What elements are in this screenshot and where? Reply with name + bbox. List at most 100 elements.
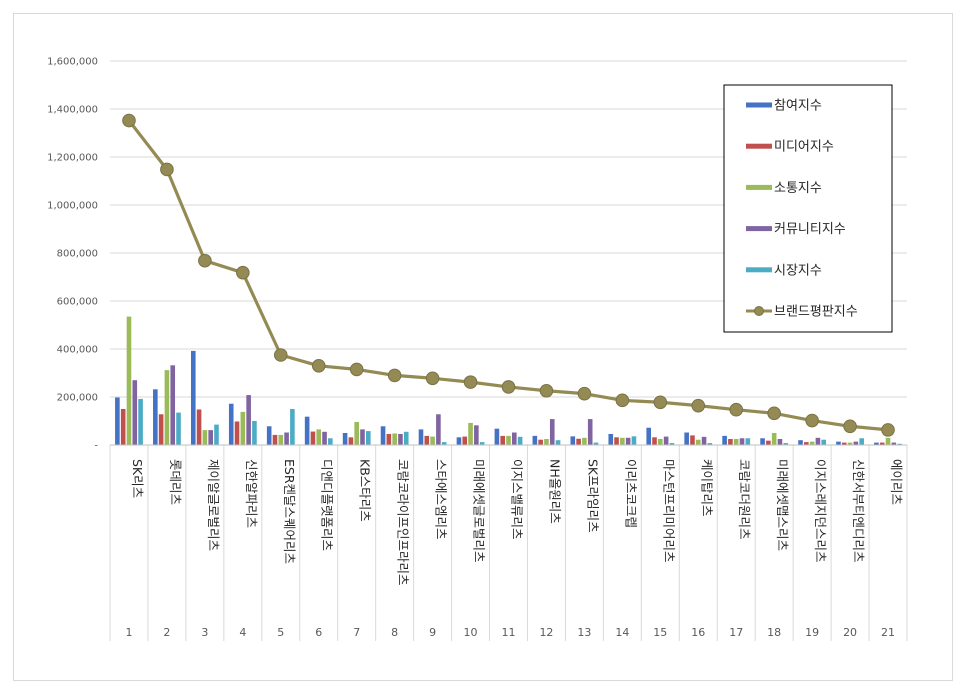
- bar-3: [771, 433, 777, 445]
- bar-5: [631, 436, 637, 445]
- line-point: [311, 359, 326, 373]
- bar-2: [120, 409, 126, 445]
- category-number-label: 2: [163, 626, 170, 639]
- line-point: [729, 402, 744, 417]
- bar-3: [733, 439, 739, 445]
- bar-1: [760, 438, 765, 445]
- category-name-label: 미래에셋맵스리츠: [775, 459, 790, 551]
- line-point: [577, 386, 592, 401]
- category-number-label: 17: [729, 626, 743, 639]
- y-tick-label: 600,000: [57, 297, 98, 308]
- legend-label: 시장지수: [774, 263, 822, 278]
- category-name-label: 신한알파리츠: [244, 459, 259, 528]
- bar-5: [821, 439, 827, 445]
- bar-4: [891, 442, 897, 445]
- bar-2: [652, 437, 657, 445]
- bar-1: [722, 435, 727, 445]
- bar-3: [354, 421, 359, 445]
- bar-4: [360, 429, 365, 445]
- bar-5: [365, 431, 371, 445]
- category-number-label: 21: [881, 626, 895, 639]
- line-point: [273, 348, 288, 362]
- category-number-label: 14: [615, 626, 629, 639]
- bar-5: [252, 421, 257, 445]
- bar-5: [290, 409, 295, 445]
- bar-2: [196, 409, 202, 445]
- bar-5: [138, 398, 143, 445]
- line-point: [349, 362, 364, 377]
- legend-box: [723, 84, 893, 333]
- category-name-label: 이지스레지던스리츠: [813, 459, 828, 563]
- legend-label: 브랜드평판지수: [774, 305, 858, 320]
- line-point: [236, 265, 250, 280]
- y-tick-label: -: [94, 441, 98, 452]
- category-name-label: 케이탑리츠: [699, 459, 714, 517]
- bar-4: [398, 433, 403, 445]
- bar-5: [707, 443, 713, 445]
- category-name-label: KB스타리츠: [358, 459, 373, 522]
- bar-2: [728, 439, 733, 445]
- bar-2: [348, 437, 354, 445]
- category-name-label: 디앤디플랫폼리츠: [320, 459, 335, 551]
- bar-1: [570, 436, 576, 445]
- bar-3: [278, 434, 284, 445]
- brand-reputation-line: [122, 113, 895, 437]
- bar-3: [126, 316, 132, 445]
- category-name-label: 코람코더원리츠: [737, 459, 752, 540]
- line-point: [387, 368, 402, 383]
- category-number-label: 10: [464, 626, 478, 639]
- bar-4: [284, 432, 289, 445]
- category-name-label: 제이알글로벌리츠: [206, 459, 221, 551]
- bar-4: [436, 414, 441, 445]
- bar-3: [392, 433, 397, 445]
- bar-5: [176, 412, 181, 445]
- bar-1: [532, 435, 538, 445]
- category-number-label: 13: [577, 626, 591, 639]
- y-tick-label: 800,000: [57, 249, 98, 260]
- bar-2: [386, 433, 392, 445]
- bar-2: [158, 414, 164, 445]
- bar-5: [328, 438, 333, 445]
- bar-5: [669, 443, 675, 445]
- bar-3: [506, 435, 511, 445]
- line-point: [767, 406, 781, 421]
- line-point: [463, 375, 478, 389]
- bar-2: [272, 434, 278, 445]
- bar-2: [462, 436, 468, 445]
- y-tick-label: 1,200,000: [47, 153, 98, 164]
- category-number-label: 5: [277, 626, 284, 639]
- bar-3: [658, 439, 663, 445]
- bar-5: [214, 424, 219, 445]
- line-point: [198, 253, 212, 268]
- bar-1: [646, 427, 652, 445]
- bar-2: [614, 437, 619, 445]
- bar-1: [684, 432, 689, 445]
- bar-4: [701, 436, 707, 445]
- category-number-label: 8: [391, 626, 398, 639]
- bar-3: [847, 442, 853, 445]
- bar-4: [132, 380, 138, 445]
- bar-1: [115, 397, 120, 445]
- bar-4: [587, 419, 593, 445]
- category-number-label: 20: [843, 626, 857, 639]
- category-number-label: 6: [315, 626, 322, 639]
- category-number-label: 16: [691, 626, 705, 639]
- category-number-label: 19: [805, 626, 819, 639]
- legend-label: 미디어지수: [774, 140, 834, 155]
- category-name-label: 에이리츠: [889, 459, 904, 505]
- category-name-label: 코람코라이프인프라리츠: [396, 459, 411, 586]
- bar-4: [777, 439, 783, 445]
- category-number-label: 1: [125, 626, 132, 639]
- bar-4: [474, 425, 479, 445]
- bar-4: [739, 438, 745, 445]
- bar-1: [190, 350, 196, 445]
- category-number-label: 12: [539, 626, 553, 639]
- bar-3: [240, 411, 246, 445]
- category-name-label: ESR켄달스퀘어리츠: [282, 459, 297, 564]
- y-tick-label: 200,000: [57, 393, 98, 404]
- line-point: [615, 393, 630, 408]
- category-number-label: 11: [502, 626, 516, 639]
- category-name-label: NH올원리츠: [547, 459, 562, 524]
- bar-1: [266, 426, 272, 445]
